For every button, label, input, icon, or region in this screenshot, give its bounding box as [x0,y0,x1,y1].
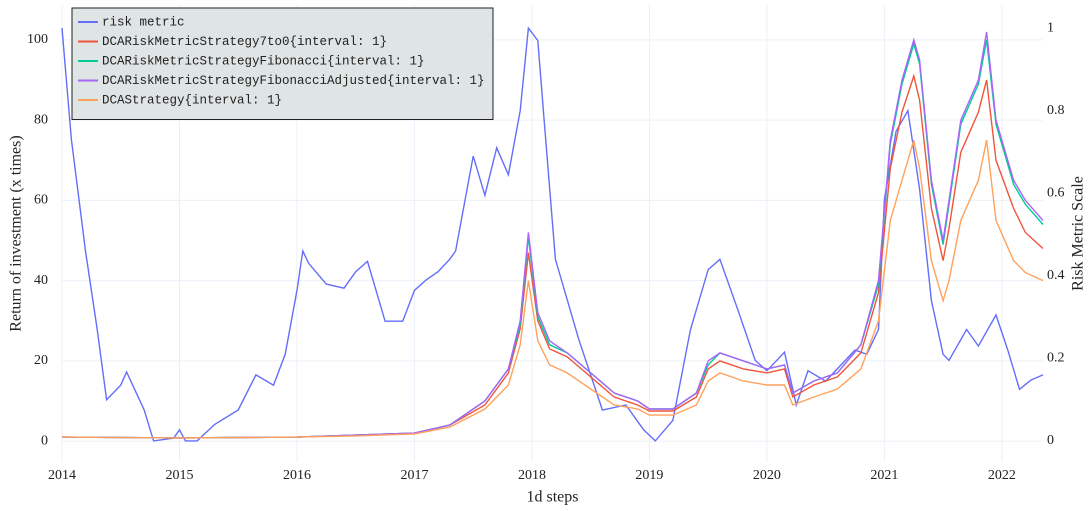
y2-tick-label: 0.4 [1047,268,1065,283]
series-line [61,140,1044,439]
legend-label: DCARiskMetricStrategyFibonacciAdjusted{i… [102,74,485,88]
y-tick-label: 60 [34,193,48,208]
x-tick-label: 2021 [870,468,898,483]
legend-label: DCARiskMetricStrategyFibonacci{interval:… [102,54,425,68]
y-tick-label: 20 [34,353,48,368]
y2-tick-label: 0.6 [1047,185,1065,200]
y2-tick-label: 0.2 [1047,351,1065,366]
x-tick-label: 2019 [635,468,663,483]
x-tick-label: 2017 [400,468,428,483]
legend-label: DCAStrategy{interval: 1} [102,93,282,107]
y2-tick-label: 0.8 [1047,103,1065,118]
legend-box [71,7,494,120]
y-tick-label: 40 [34,273,48,288]
legend: risk metric DCARiskMetricStrategy7to0{int… [71,7,494,120]
y-axis-label: Return of investment (x times) [8,135,25,331]
x-tick-label: 2016 [283,468,311,483]
x-axis-label: 1d steps [527,489,579,506]
x-tick-label: 2020 [753,468,781,483]
legend-label: risk metric [102,15,185,29]
legend-label: DCARiskMetricStrategy7to0{interval: 1} [102,35,387,49]
y-tick-label: 0 [41,433,48,448]
x-tick-label: 2015 [165,468,193,483]
grid [61,5,1043,462]
lines [61,26,1044,442]
axes: 2014 2015 2016 2017 2018 2019 2020 2021 2022 0 20 4… [8,20,1087,505]
y-tick-label: 80 [34,112,48,127]
series-line [61,73,1044,439]
series-line [61,31,1044,439]
y2-tick-label: 0 [1047,433,1054,448]
y2-axis-label: Risk Metric Scale [1070,176,1087,291]
y-tick-label: 100 [27,32,48,47]
x-tick-label: 2022 [988,468,1016,483]
x-tick-label: 2018 [518,468,546,483]
y2-tick-label: 1 [1047,20,1054,35]
x-tick-label: 2014 [48,468,76,483]
